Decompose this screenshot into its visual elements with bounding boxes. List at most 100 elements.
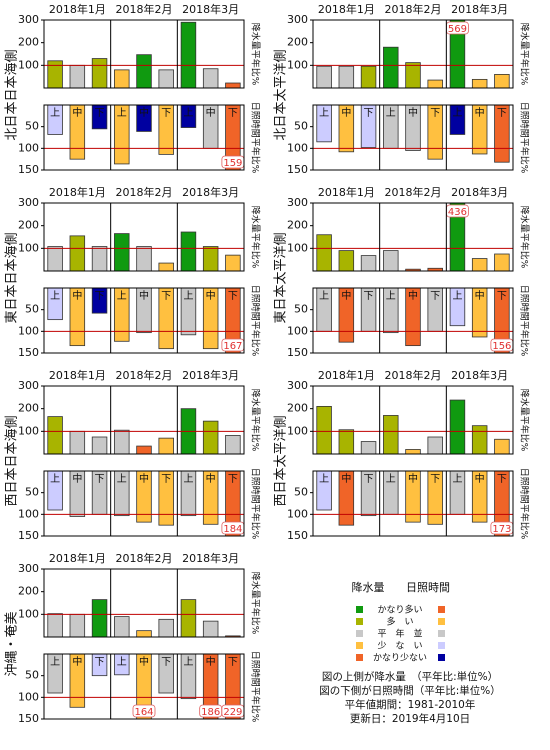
value-label: 184 (223, 524, 242, 535)
region-title: 西日本太平洋側 (274, 415, 289, 506)
y-tick-label: 50 (25, 486, 39, 499)
dekad-label: 下 (95, 474, 105, 485)
y-tick-label: 200 (18, 402, 39, 415)
bar (360, 255, 377, 271)
month-label: 2018年1月 (318, 185, 375, 199)
bar (225, 82, 241, 88)
y-tick-label: 100 (287, 507, 308, 520)
dekad-label: 下 (497, 291, 507, 302)
axis-label: 降水量平年比% (250, 572, 262, 635)
bar (202, 620, 219, 637)
dekad-label: 中 (341, 106, 351, 119)
dekad-label: 上 (50, 656, 60, 668)
axis-label: 日照時間平年比% (250, 285, 262, 357)
bar (405, 268, 421, 271)
dekad-label: 中 (72, 655, 82, 668)
dekad-label: 下 (161, 108, 171, 119)
bar (202, 68, 219, 88)
bars (47, 231, 241, 271)
bar (114, 288, 130, 342)
y-tick-label: 200 (287, 402, 308, 415)
month-label: 2018年1月 (49, 368, 106, 382)
y-tick-label: 100 (18, 507, 39, 520)
dekad-label: 上 (319, 107, 329, 119)
y-tick-label: 300 (18, 196, 39, 209)
y-tick-label: 300 (287, 13, 308, 26)
axis-label: 降水量平年比% (250, 23, 262, 86)
y-tick-label: 150 (287, 529, 308, 542)
dekad-label: 下 (95, 291, 105, 302)
y-tick-label: 100 (18, 607, 39, 620)
bar (47, 654, 63, 694)
bars (316, 471, 510, 536)
bar (202, 288, 219, 350)
dekad-label: 上 (386, 107, 396, 119)
dekad-label: 下 (95, 108, 105, 119)
legend-title: 日照時間 (406, 581, 450, 594)
bar (360, 105, 377, 148)
axis-label: 日照時間平年比% (519, 285, 531, 357)
month-label: 2018年3月 (182, 185, 239, 199)
bar (449, 399, 466, 454)
legend-label: かなり少ない (373, 653, 427, 664)
legend-swatch (438, 618, 445, 625)
month-label: 2018年3月 (182, 551, 239, 565)
legend-label: 多 い (386, 616, 413, 628)
bar (316, 471, 332, 511)
dekad-label: 上 (183, 473, 193, 485)
plot-frame (312, 385, 514, 455)
value-label-box (132, 704, 156, 718)
month-label: 2018年3月 (451, 2, 508, 16)
value-label: 164 (134, 707, 153, 718)
region-title: 沖縄・奄美 (5, 611, 20, 676)
axis-label: 降水量平年比% (250, 389, 262, 452)
value-label: 167 (223, 341, 242, 352)
bar (449, 105, 466, 135)
bar (180, 288, 197, 336)
bar (114, 429, 130, 454)
y-tick-label: 100 (18, 241, 39, 254)
plot-frame (43, 470, 245, 537)
y-tick-label: 200 (18, 585, 39, 598)
y-tick-label: 100 (287, 324, 308, 337)
bar (202, 471, 219, 525)
bar (69, 654, 86, 708)
month-label: 2018年2月 (116, 2, 173, 16)
bar (136, 654, 152, 719)
plot-frame (43, 104, 245, 171)
y-tick-label: 300 (18, 379, 39, 392)
bar (360, 441, 377, 454)
y-tick-label: 100 (18, 324, 39, 337)
bar (91, 246, 108, 271)
note: 図の下側が日照時間（平年比:単位%） (319, 684, 501, 697)
bar (494, 288, 510, 353)
bar (180, 105, 197, 128)
dekad-label: 上 (452, 473, 462, 485)
bar (158, 288, 174, 350)
month-label: 2018年2月 (385, 368, 442, 382)
bars (47, 105, 241, 170)
bar (180, 21, 197, 88)
dekad-label: 上 (319, 473, 329, 485)
bars (47, 599, 241, 637)
dekad-label: 上 (117, 107, 127, 119)
axis-label: 日照時間平年比% (250, 651, 262, 723)
y-tick-label: 150 (18, 163, 39, 176)
y-tick-label: 50 (25, 303, 39, 316)
dekad-label: 上 (117, 290, 127, 302)
axis-label: 日照時間平年比% (519, 102, 531, 174)
region-title: 北日本日本海側 (5, 49, 20, 140)
bar (47, 613, 63, 637)
dekad-label: 上 (117, 656, 127, 668)
bars (47, 471, 241, 536)
bar (180, 471, 197, 517)
dekad-label: 中 (139, 655, 149, 668)
dekad-label: 上 (452, 107, 462, 119)
value-label: 569 (448, 24, 467, 35)
bar (202, 654, 219, 719)
bar (47, 60, 63, 88)
y-tick-label: 300 (287, 379, 308, 392)
bar (494, 438, 510, 454)
bar (158, 618, 174, 637)
note: 更新日：2019年4月10日 (350, 712, 470, 725)
